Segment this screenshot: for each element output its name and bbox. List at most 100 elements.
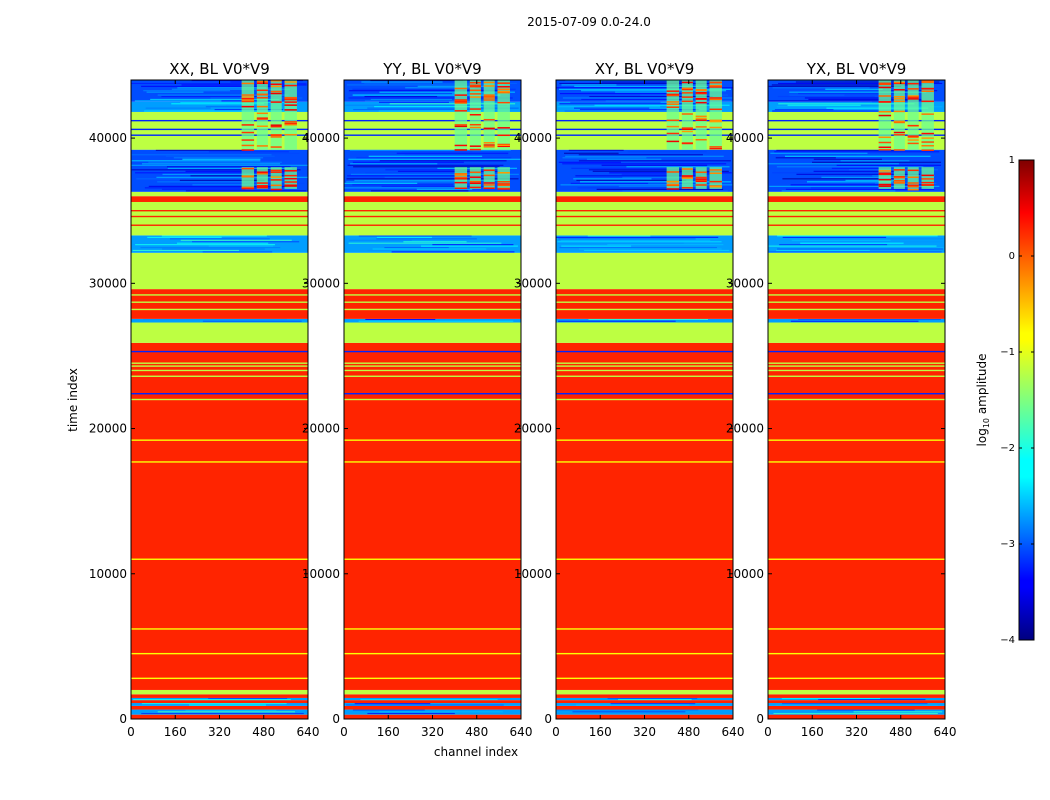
spike-channel-streak	[921, 149, 934, 151]
heatmap-line	[556, 375, 733, 377]
x-tick-label: 640	[510, 725, 533, 739]
noise-row	[840, 160, 910, 162]
noise-row	[601, 164, 708, 166]
spike-channel-patch	[241, 167, 255, 189]
noise-row	[384, 247, 449, 249]
noise-row	[782, 236, 887, 238]
noise-row	[825, 88, 883, 90]
noise-row	[367, 107, 519, 109]
spike-channel-streak	[256, 97, 268, 99]
spike-channel-streak	[497, 90, 510, 93]
noise-row	[352, 161, 464, 163]
heatmap-line	[768, 461, 945, 463]
heatmap-line	[344, 461, 521, 463]
noise-row	[417, 85, 484, 87]
spike-channel-streak	[893, 110, 905, 113]
heatmap-line	[131, 362, 308, 364]
noise-row	[180, 101, 298, 103]
noise-row	[620, 251, 678, 253]
noise-row	[348, 97, 513, 99]
spike-channel-streak	[469, 123, 481, 126]
spike-channel-streak	[921, 181, 934, 184]
spike-channel-streak	[454, 174, 468, 176]
spike-channel-streak	[709, 81, 722, 84]
spike-channel-streak	[454, 125, 468, 128]
y-axis-label: time index	[66, 368, 80, 432]
noise-row	[578, 154, 703, 156]
heatmap-band	[131, 201, 308, 236]
noise-row	[148, 185, 286, 187]
spike-channel-streak	[709, 180, 722, 183]
spike-channel-streak	[469, 113, 481, 116]
noise-row	[577, 712, 716, 715]
spike-channel-streak	[483, 174, 495, 177]
noise-row	[360, 699, 498, 701]
heatmap-line	[344, 677, 521, 680]
heatmap-line	[768, 119, 945, 122]
heatmap-band	[131, 289, 308, 319]
spike-channel-streak	[681, 113, 693, 115]
colorbar-tick-label: 0	[1009, 251, 1015, 262]
spike-channel-streak	[454, 102, 468, 104]
noise-row	[210, 97, 303, 99]
heatmap-band	[344, 705, 521, 710]
noise-row	[576, 704, 690, 706]
noise-row	[405, 87, 475, 89]
spike-channel-streak	[241, 96, 255, 98]
noise-row	[185, 190, 307, 192]
heatmap-line	[768, 369, 945, 372]
spike-channel-streak	[878, 82, 892, 85]
noise-row	[396, 152, 509, 154]
y-tick-label: 40000	[726, 131, 764, 145]
spike-channel-streak	[270, 90, 282, 93]
colorbar-label: log10 amplitude	[975, 354, 991, 447]
spike-channel-streak	[284, 185, 297, 187]
heatmap-line	[131, 294, 308, 296]
x-tick-label: 160	[801, 725, 824, 739]
spike-channel-streak	[893, 175, 905, 178]
noise-row	[150, 98, 280, 100]
heatmap-line	[556, 398, 733, 401]
noise-row	[557, 241, 722, 243]
noise-row	[581, 98, 692, 100]
spike-channel-streak	[454, 187, 468, 190]
noise-row	[574, 107, 650, 109]
spike-channel-streak	[907, 96, 919, 99]
panel-title: XY, BL V0*V9	[595, 60, 695, 78]
noise-row	[576, 179, 687, 181]
noise-row	[570, 101, 661, 103]
noise-row	[364, 100, 492, 102]
spike-channel-streak	[666, 125, 680, 128]
spike-channel-streak	[497, 88, 510, 91]
noise-row	[575, 175, 702, 177]
x-tick-label: 640	[297, 725, 320, 739]
spike-channel-streak	[921, 178, 934, 180]
heatmap-line	[344, 652, 521, 655]
noise-row	[144, 110, 285, 112]
noise-row	[768, 100, 928, 102]
noise-row	[772, 110, 923, 112]
noise-row	[777, 248, 943, 250]
spike-channel-streak	[469, 182, 481, 184]
spike-channel-streak	[483, 146, 495, 148]
heatmap-band	[131, 700, 308, 704]
noise-row	[143, 318, 287, 320]
noise-row	[776, 149, 895, 151]
spike-channel-streak	[284, 109, 297, 111]
noise-row	[185, 170, 295, 172]
x-tick-label: 640	[934, 725, 957, 739]
heatmap-line	[768, 652, 945, 655]
spike-channel-streak	[284, 96, 297, 99]
spike-channel-streak	[270, 136, 282, 138]
noise-row	[813, 170, 900, 172]
noise-row	[136, 178, 296, 180]
spike-channel-streak	[256, 117, 268, 119]
spike-channel-streak	[270, 184, 282, 187]
colorbar-tick-label: 1	[1009, 155, 1015, 166]
noise-row	[784, 155, 931, 157]
spike-channel-streak	[454, 149, 468, 151]
spike-channel-streak	[666, 140, 680, 143]
heatmap-line	[344, 128, 521, 131]
spike-channel-streak	[921, 144, 934, 147]
x-tick-label: 480	[889, 725, 912, 739]
